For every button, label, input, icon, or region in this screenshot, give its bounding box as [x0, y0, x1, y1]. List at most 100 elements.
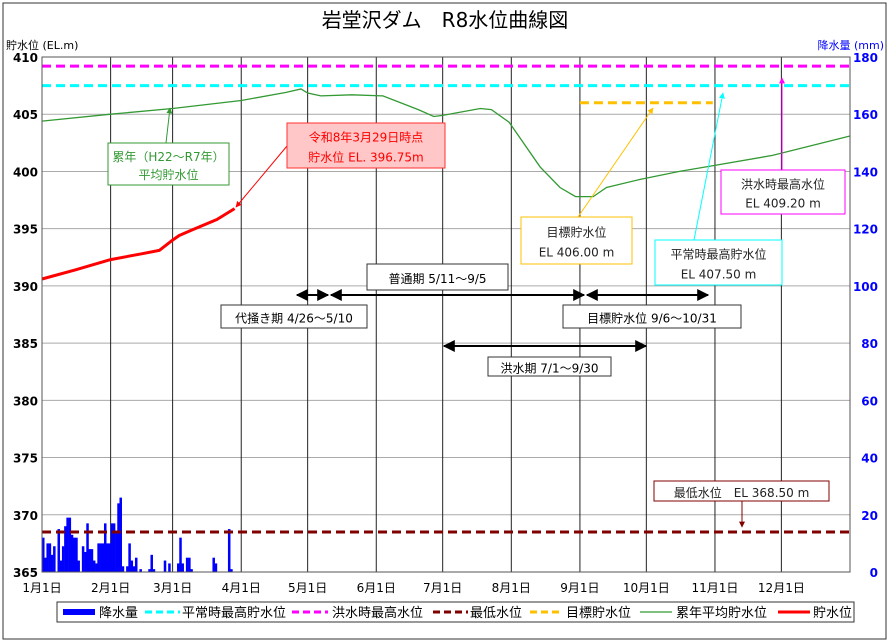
rain-bar	[168, 563, 171, 572]
average-callout-text: 累年（H22～R7年）	[112, 150, 224, 164]
puddling-period-label-text: 代掻き期 4/26～5/10	[235, 312, 353, 326]
legend-label: 平常時最高貯水位	[182, 605, 286, 621]
plot-area-border	[41, 56, 851, 573]
rain-bar	[57, 529, 61, 572]
legend-label: 目標貯水位	[566, 606, 631, 621]
rain-bar	[139, 569, 142, 572]
rain-bar	[53, 546, 56, 572]
target-callout: 目標貯水位 EL 406.00 m	[520, 216, 633, 265]
rain-bar	[75, 537, 78, 572]
rain-bar	[42, 537, 45, 572]
target-callout-text: 目標貯水位	[546, 224, 606, 239]
x-tick-label: 1月1日	[22, 581, 61, 595]
rain-bar	[106, 543, 109, 572]
left-tick-label: 405	[13, 108, 38, 122]
legend-item: 目標貯水位	[530, 606, 631, 621]
rain-bar	[117, 503, 120, 572]
flood-period-label: 洪水期 7/1～9/30	[487, 356, 612, 377]
normal-max-callout-text: EL 407.50 m	[681, 267, 757, 281]
left-axis-label: 貯水位 (EL.m)	[6, 38, 78, 52]
left-tick-label: 370	[13, 509, 38, 523]
legend-item: 平常時最高貯水位	[145, 605, 286, 621]
rain-bar	[101, 543, 105, 572]
legend-item: 累年平均貯水位	[640, 606, 767, 621]
target-callout-arrow	[577, 107, 654, 218]
right-axis-label: 降水量 (mm)	[817, 38, 884, 52]
average-callout-text: 平均貯水位	[138, 167, 198, 182]
rain-bar	[115, 531, 118, 572]
legend-item: 最低水位	[433, 606, 522, 621]
left-tick-label: 390	[13, 280, 38, 294]
rain-bar	[86, 523, 89, 572]
normal-max-callout-text: 平常時最高貯水位	[670, 247, 766, 262]
left-tick-label: 400	[13, 165, 38, 179]
normal-max-callout-arrow	[693, 92, 725, 241]
rain-bar	[61, 546, 65, 572]
left-tick-label: 380	[13, 394, 38, 408]
right-tick-label: 0	[870, 566, 878, 580]
min-level-callout: 最低水位 EL 368.50 m	[653, 480, 830, 502]
rain-bar	[92, 560, 96, 572]
chart-title: 岩堂沢ダム R8水位曲線図	[322, 8, 569, 32]
rain-bar	[119, 497, 122, 572]
current-level-callout-text: 令和8年3月29日時点	[309, 130, 424, 145]
puddling-period-label: 代掻き期 4/26～5/10	[220, 304, 368, 329]
x-tick-label: 11月1日	[692, 581, 739, 595]
rain-bar	[152, 569, 156, 572]
legend-label: 貯水位	[813, 606, 852, 621]
target-period-label-text: 目標貯水位 9/6～10/31	[587, 311, 717, 326]
normal-period-label: 普通期 5/11～9/5	[366, 263, 509, 291]
current-level-callout-text: 貯水位 EL. 396.75m	[308, 149, 423, 164]
current-callout-arrow	[235, 145, 288, 208]
rain-bar	[128, 543, 131, 572]
flood-max-callout-text: EL 409.20 m	[745, 197, 821, 211]
rain-bar	[112, 523, 116, 572]
rain-bar	[66, 517, 69, 572]
rain-bar	[81, 546, 85, 572]
left-tick-label: 375	[13, 452, 38, 466]
rain-bar	[130, 560, 134, 572]
legend-item: 洪水時最高水位	[292, 605, 423, 621]
rain-bar	[188, 557, 191, 572]
left-tick-label: 410	[13, 51, 38, 65]
rain-bar	[214, 563, 218, 572]
rain-bar	[90, 549, 94, 572]
rain-bar	[179, 537, 182, 572]
x-tick-label: 6月1日	[357, 581, 396, 595]
flood-max-callout-text: 洪水時最高水位	[741, 176, 825, 191]
x-tick-label: 2月1日	[91, 581, 130, 595]
rain-bar	[190, 569, 193, 572]
min-level-callout-text: 最低水位 EL 368.50 m	[674, 485, 810, 500]
x-tick-label: 9月1日	[560, 581, 599, 595]
flood-max-callout: 洪水時最高水位 EL 409.20 m	[720, 169, 846, 215]
right-tick-label: 100	[853, 280, 878, 294]
rain-bar	[150, 554, 153, 572]
series-lines	[41, 88, 851, 281]
x-tick-label: 4月1日	[222, 581, 261, 595]
rain-bar	[185, 557, 189, 572]
legend-label: 洪水時最高水位	[332, 605, 423, 621]
water-level-line	[41, 207, 236, 281]
left-tick-label: 365	[13, 566, 38, 580]
rain-bar	[48, 543, 52, 572]
rain-bar	[181, 563, 184, 572]
rain-bar	[99, 543, 103, 572]
x-tick-label: 3月1日	[153, 581, 192, 595]
rain-bar	[230, 569, 233, 572]
rain-bar	[59, 560, 63, 572]
right-tick-label: 180	[853, 51, 878, 65]
rain-bar	[64, 526, 67, 572]
reference-lines	[42, 64, 850, 534]
right-tick-label: 160	[853, 108, 878, 122]
rain-bar	[126, 566, 129, 572]
legend-label: 累年平均貯水位	[676, 606, 767, 621]
rain-bar	[44, 557, 47, 572]
rain-bar	[121, 566, 125, 572]
rain-bar	[212, 557, 215, 572]
x-tick-label: 7月1日	[423, 581, 462, 595]
right-tick-label: 120	[853, 223, 878, 237]
left-tick-label: 395	[13, 223, 38, 237]
rain-bar	[132, 566, 136, 572]
